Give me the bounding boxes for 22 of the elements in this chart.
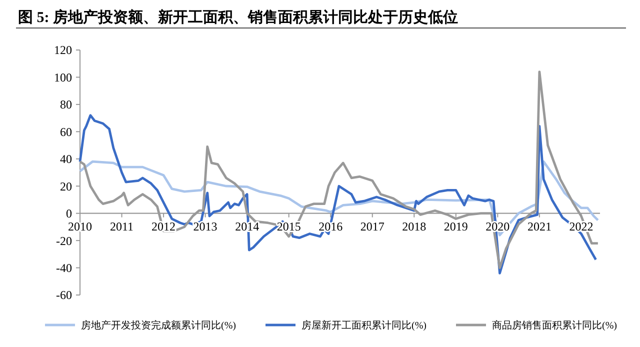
y-tick-label: 20 (60, 179, 72, 194)
y-tick-label: 40 (60, 152, 72, 166)
y-tick-label: -40 (56, 260, 72, 275)
x-tick-label: 2010 (68, 219, 92, 234)
x-tick-label: 2019 (444, 219, 468, 234)
y-tick-label: 0 (66, 206, 72, 221)
y-tick-label: 60 (60, 124, 72, 139)
x-tick-label: 2012 (152, 219, 176, 234)
legend-label: 房地产开发投资完成额累计同比(%) (81, 320, 236, 332)
x-tick-label: 2013 (193, 219, 218, 234)
x-tick-label: 2011 (110, 219, 134, 234)
y-tick-label: 120 (54, 43, 72, 58)
legend-label: 商品房销售面积累计同比(%) (492, 320, 617, 332)
y-tick-label: -20 (56, 234, 72, 248)
x-tick-label: 2021 (527, 219, 552, 234)
legend-label: 房屋新开工面积累计同比(%) (302, 320, 426, 332)
y-tick-label: -60 (56, 288, 72, 302)
x-tick-label: 2017 (360, 219, 384, 234)
y-tick-label: 80 (60, 98, 72, 112)
y-tick-label: 100 (54, 70, 72, 84)
chart-title: 图 5: 房地产投资额、新开工面积、销售面积累计同比处于历史低位 (18, 8, 458, 26)
x-tick-label: 2018 (402, 219, 426, 234)
